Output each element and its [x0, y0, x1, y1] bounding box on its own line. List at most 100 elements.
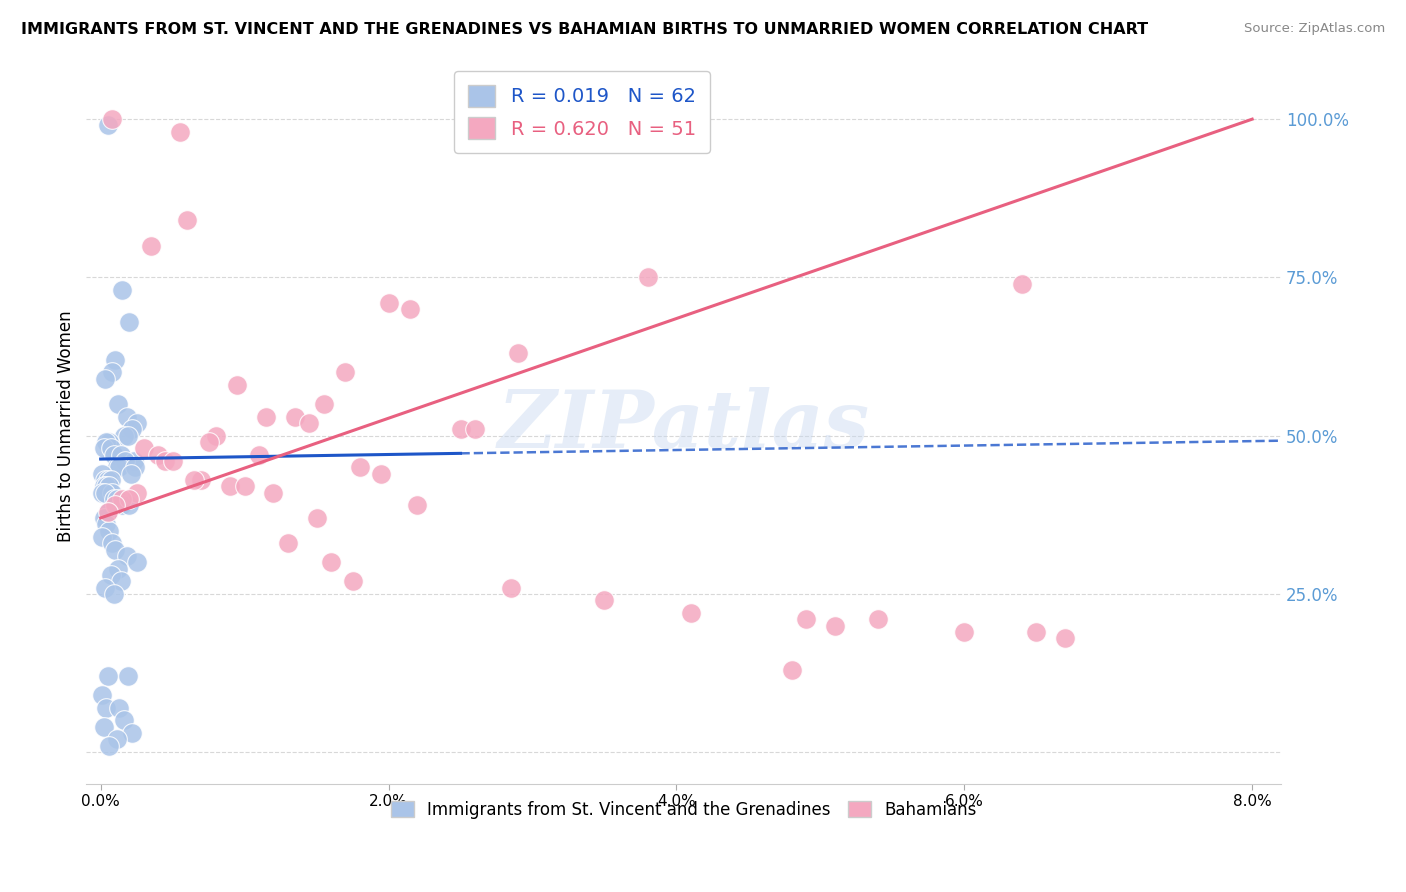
Point [824, 618, 846, 632]
Point [1011, 277, 1033, 291]
Point [117, 669, 139, 683]
Point [262, 485, 284, 500]
Point [139, 238, 162, 252]
Point [233, 479, 256, 493]
Point [94, 485, 117, 500]
Y-axis label: Births to Unmarried Women: Births to Unmarried Women [58, 310, 75, 542]
Point [450, 422, 472, 436]
Point [349, 460, 371, 475]
Point [107, 561, 129, 575]
Point [953, 624, 976, 639]
Text: IMMIGRANTS FROM ST. VINCENT AND THE GRENADINES VS BAHAMIAN BIRTHS TO UNMARRIED W: IMMIGRANTS FROM ST. VINCENT AND THE GREN… [21, 22, 1149, 37]
Point [105, 732, 128, 747]
Point [118, 491, 141, 506]
Point [93, 479, 115, 493]
Point [101, 536, 124, 550]
Point [108, 700, 131, 714]
Point [121, 726, 143, 740]
Point [93, 442, 115, 456]
Point [111, 283, 134, 297]
Point [91, 530, 114, 544]
Point [97, 505, 120, 519]
Text: Source: ZipAtlas.com: Source: ZipAtlas.com [1244, 22, 1385, 36]
Point [247, 448, 270, 462]
Point [98, 524, 121, 538]
Point [205, 428, 228, 442]
Point [254, 409, 277, 424]
Point [103, 587, 125, 601]
Point [780, 663, 803, 677]
Point [312, 397, 335, 411]
Point [117, 428, 139, 442]
Point [97, 119, 120, 133]
Point [112, 428, 135, 442]
Point [319, 555, 342, 569]
Point [298, 416, 321, 430]
Point [98, 434, 121, 449]
Point [112, 714, 135, 728]
Point [94, 372, 117, 386]
Point [104, 498, 127, 512]
Point [100, 442, 122, 456]
Point [169, 125, 191, 139]
Point [176, 213, 198, 227]
Point [96, 700, 118, 714]
Point [148, 448, 170, 462]
Point [121, 422, 143, 436]
Point [114, 454, 136, 468]
Point [97, 473, 120, 487]
Point [794, 612, 817, 626]
Point [124, 460, 146, 475]
Point [115, 409, 138, 424]
Point [118, 498, 141, 512]
Point [125, 485, 148, 500]
Point [406, 498, 429, 512]
Point [96, 434, 118, 449]
Point [277, 536, 299, 550]
Point [108, 460, 131, 475]
Point [305, 511, 328, 525]
Point [342, 574, 364, 589]
Point [101, 112, 124, 127]
Point [679, 606, 702, 620]
Point [94, 581, 117, 595]
Point [506, 346, 529, 360]
Point [637, 270, 659, 285]
Point [105, 491, 128, 506]
Point [111, 498, 134, 512]
Point [104, 352, 127, 367]
Point [96, 517, 118, 532]
Point [93, 720, 115, 734]
Point [97, 505, 120, 519]
Point [91, 688, 114, 702]
Point [118, 315, 141, 329]
Point [98, 479, 121, 493]
Point [132, 442, 155, 456]
Point [155, 454, 177, 468]
Point [115, 549, 138, 563]
Point [110, 448, 132, 462]
Point [100, 567, 122, 582]
Point [226, 378, 249, 392]
Point [190, 473, 212, 487]
Point [377, 295, 399, 310]
Point [110, 574, 132, 589]
Point [399, 301, 422, 316]
Point [107, 397, 129, 411]
Point [101, 485, 124, 500]
Point [183, 473, 205, 487]
Legend: Immigrants from St. Vincent and the Grenadines, Bahamians: Immigrants from St. Vincent and the Gren… [384, 794, 983, 825]
Point [104, 542, 127, 557]
Point [125, 416, 148, 430]
Point [1054, 631, 1077, 645]
Point [197, 434, 219, 449]
Point [91, 485, 114, 500]
Point [96, 479, 118, 493]
Point [120, 467, 142, 481]
Point [499, 581, 522, 595]
Point [464, 422, 486, 436]
Point [162, 454, 184, 468]
Point [866, 612, 889, 626]
Point [370, 467, 392, 481]
Point [122, 454, 145, 468]
